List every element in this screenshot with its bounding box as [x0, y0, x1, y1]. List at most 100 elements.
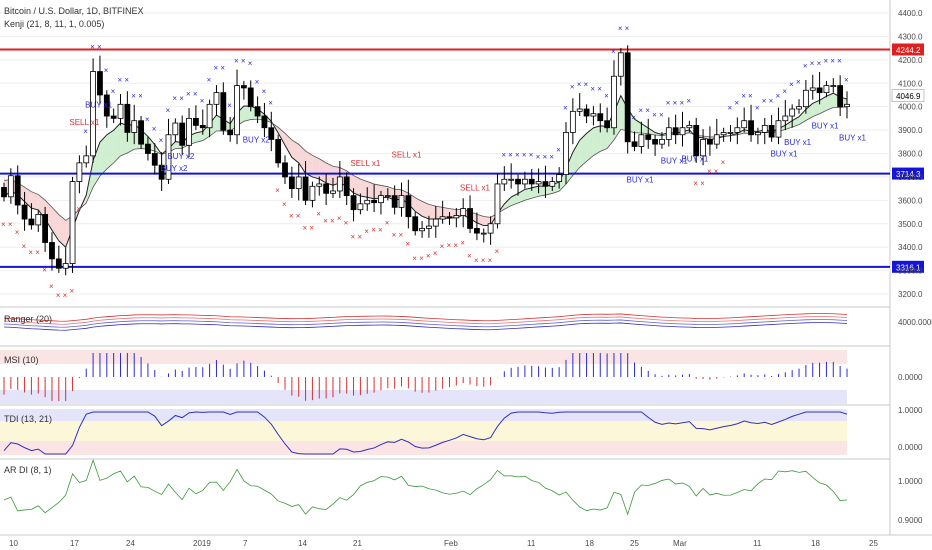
buy-x-marker: × — [748, 92, 753, 101]
candle-body — [487, 223, 494, 234]
buy-signal-label: BUY x2 — [167, 152, 195, 161]
buy-x-marker: × — [152, 125, 157, 134]
price-axis[interactable]: 4400.0 4300.0 4200.0 4100.0 4000.0 3900.0 3800… — [891, 9, 925, 299]
sell-x-marker: × — [309, 223, 314, 232]
cloud-segment — [422, 201, 429, 219]
cloud-segment — [31, 191, 39, 210]
ranger-line — [3, 322, 848, 331]
buy-x-marker: × — [584, 80, 589, 89]
time-tick-label: Feb — [444, 539, 458, 548]
cloud-segment — [353, 175, 361, 197]
cloud-segment — [593, 125, 601, 156]
tdi-top-band — [0, 409, 847, 421]
buy-x-marker: × — [680, 99, 685, 108]
candle-body — [631, 141, 638, 147]
sell-x-marker: × — [337, 214, 342, 223]
candle-body — [42, 213, 49, 243]
buy-x-marker: × — [193, 89, 198, 98]
sell-x-marker: × — [440, 242, 445, 251]
cloud-segment — [285, 133, 292, 158]
candle-body — [720, 132, 727, 136]
cloud-segment — [792, 116, 800, 128]
tdi-line — [3, 411, 848, 455]
candle-body — [90, 71, 96, 157]
ranger-title[interactable]: Ranger (20) — [4, 314, 53, 324]
msi-upper-band — [0, 350, 847, 364]
sell-x-marker: × — [316, 209, 321, 218]
ardi-title[interactable]: AR DI (8, 1) — [4, 465, 52, 475]
candle-body — [474, 228, 480, 234]
candle-body — [124, 103, 131, 133]
cloud-segment — [38, 194, 46, 220]
buy-x-marker: × — [769, 96, 774, 105]
tdi-title[interactable]: TDI (13, 21) — [4, 414, 53, 424]
candle-body — [62, 263, 69, 269]
buy-x-marker: × — [83, 127, 88, 136]
candle-body — [501, 178, 508, 185]
candle-body — [494, 183, 501, 225]
price-tick-label: 3700.0 — [898, 173, 923, 182]
cloud-segment — [45, 200, 52, 231]
ardi-tick-label: 0.9000 — [898, 516, 923, 525]
price-tick-label: 4000.0 — [898, 103, 923, 112]
sell-x-marker: × — [494, 247, 499, 256]
cloud-segment — [367, 181, 375, 199]
candle-body — [707, 139, 713, 145]
buy-x-marker: × — [844, 75, 849, 84]
time-tick-label: 11 — [527, 539, 536, 548]
buy-x-marker: × — [207, 75, 212, 84]
candle-body — [741, 120, 748, 129]
candle-body — [569, 110, 576, 133]
candle-body — [350, 195, 357, 211]
msi-title[interactable]: MSI (10) — [4, 355, 39, 365]
candle-body — [679, 127, 686, 136]
candle-body — [240, 85, 247, 89]
buy-x-marker: × — [508, 150, 513, 159]
candle-body — [645, 134, 652, 140]
candle-body — [802, 89, 809, 108]
price-tick-label: 3800.0 — [898, 150, 923, 159]
level-label: 4244.2 — [896, 46, 921, 55]
candle-body — [378, 195, 384, 204]
price-tick-label: 3500.0 — [898, 220, 923, 229]
candle-body — [35, 213, 42, 226]
price-tick-label: 4100.0 — [898, 79, 923, 88]
time-axis[interactable]: 10 17 24 2019 7 14 21 Feb 11 18 25 Mar 11 18 25 — [9, 539, 878, 548]
symbol-title[interactable]: Bitcoin / U.S. Dollar, 1D, BITFINEX — [4, 6, 144, 16]
sell-x-marker: × — [357, 233, 362, 242]
candle-body — [508, 178, 515, 181]
cloud-segment — [531, 186, 539, 199]
sell-x-marker: × — [700, 179, 705, 188]
candle-body — [49, 242, 55, 260]
buy-x-marker: × — [536, 153, 541, 162]
buy-x-marker: × — [90, 43, 95, 52]
cloud-segment — [415, 197, 423, 217]
candle-body — [426, 225, 432, 229]
buy-x-marker: × — [837, 57, 842, 66]
buy-x-marker: × — [734, 99, 739, 108]
candle-body — [261, 115, 268, 129]
time-tick-label: 7 — [243, 539, 248, 548]
candle-body — [405, 195, 412, 218]
ranger-pane: 4000.0000 — [3, 313, 932, 331]
time-tick-label: 14 — [298, 539, 307, 548]
buy-x-marker: × — [782, 87, 787, 96]
buy-x-marker: × — [611, 47, 616, 56]
buy-x-marker: × — [830, 57, 835, 66]
sell-x-marker: × — [385, 219, 390, 228]
candle-body — [282, 162, 288, 178]
cloud-segment — [243, 105, 251, 122]
candle-body — [624, 52, 631, 143]
candle-body — [467, 208, 473, 229]
buy-x-marker: × — [659, 110, 664, 119]
indicator-title[interactable]: Kenji (21, 8, 11, 1, 0.005) — [4, 19, 105, 29]
cloud-segment — [538, 186, 546, 197]
sell-x-marker: × — [460, 239, 465, 248]
buy-signal-label: BUY x1 — [812, 122, 840, 131]
candle-body — [364, 199, 371, 205]
buy-x-marker: × — [570, 82, 575, 91]
price-tick-label: 3300.0 — [898, 267, 923, 276]
buy-x-marker: × — [241, 57, 246, 66]
buy-x-marker: × — [261, 87, 266, 96]
